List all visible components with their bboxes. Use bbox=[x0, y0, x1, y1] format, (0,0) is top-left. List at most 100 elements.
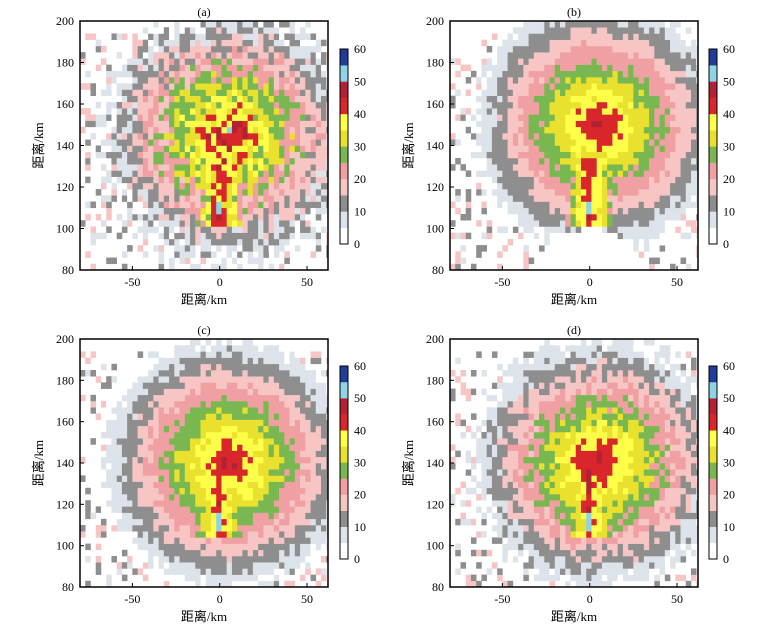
heatmap-cell bbox=[174, 182, 180, 190]
heatmap-cell bbox=[664, 133, 671, 140]
heatmap-cell bbox=[116, 531, 123, 538]
heatmap-cell bbox=[106, 419, 112, 427]
heatmap-cell bbox=[649, 101, 655, 109]
heatmap-cell bbox=[570, 108, 577, 115]
heatmap-cell bbox=[200, 425, 207, 433]
heatmap-cell bbox=[90, 263, 97, 271]
heatmap-cell bbox=[237, 419, 243, 427]
heatmap-cell bbox=[670, 145, 676, 153]
heatmap-cell bbox=[169, 425, 175, 433]
heatmap-cell bbox=[596, 201, 603, 209]
heatmap-cell bbox=[169, 394, 175, 402]
heatmap-cell bbox=[643, 77, 650, 84]
heatmap-cell bbox=[300, 357, 306, 365]
heatmap-cell bbox=[132, 500, 138, 507]
heatmap-cell bbox=[486, 394, 493, 402]
heatmap-cell bbox=[601, 145, 608, 153]
heatmap-cell bbox=[570, 77, 577, 84]
heatmap-cell bbox=[184, 357, 191, 365]
heatmap-cell bbox=[544, 176, 550, 184]
heatmap-cell bbox=[142, 45, 149, 53]
heatmap-cell bbox=[237, 245, 243, 252]
heatmap-cell bbox=[289, 70, 296, 78]
heatmap-cell bbox=[321, 450, 327, 458]
heatmap-cell bbox=[481, 101, 487, 109]
heatmap-cell bbox=[321, 226, 327, 233]
heatmap-cell bbox=[226, 195, 233, 202]
heatmap-cell bbox=[664, 95, 671, 103]
heatmap-cell bbox=[158, 257, 165, 265]
heatmap-cell bbox=[263, 562, 269, 569]
heatmap-cell bbox=[528, 133, 535, 140]
heatmap-cell bbox=[190, 245, 196, 252]
heatmap-cell bbox=[205, 21, 212, 28]
heatmap-cell bbox=[284, 407, 290, 414]
heatmap-cell bbox=[591, 89, 597, 96]
heatmap-cell bbox=[200, 401, 207, 408]
heatmap-cell bbox=[106, 413, 112, 420]
heatmap-cell bbox=[654, 220, 660, 227]
heatmap-cell bbox=[132, 382, 138, 389]
heatmap-cell bbox=[670, 64, 676, 72]
heatmap-cell bbox=[237, 220, 243, 227]
heatmap-cell bbox=[237, 251, 243, 258]
heatmap-cell bbox=[544, 182, 550, 190]
heatmap-cell bbox=[321, 432, 327, 439]
heatmap-cell bbox=[628, 139, 634, 146]
heatmap-cell bbox=[121, 108, 128, 115]
heatmap-cell bbox=[502, 170, 508, 177]
heatmap-cell bbox=[158, 574, 165, 582]
heatmap-cell bbox=[450, 95, 456, 103]
heatmap-cell bbox=[268, 419, 275, 427]
heatmap-cell bbox=[179, 456, 186, 464]
heatmap-cell bbox=[470, 133, 477, 140]
heatmap-cell bbox=[153, 139, 159, 146]
heatmap-cell bbox=[95, 444, 102, 451]
heatmap-cell bbox=[137, 201, 144, 209]
heatmap-cell bbox=[465, 195, 472, 202]
heatmap-cell bbox=[596, 220, 603, 227]
heatmap-cell bbox=[497, 164, 503, 171]
heatmap-cell bbox=[465, 126, 472, 134]
heatmap-cell bbox=[200, 556, 207, 563]
heatmap-cell bbox=[486, 531, 493, 538]
heatmap-cell bbox=[158, 195, 165, 202]
heatmap-cell bbox=[601, 157, 608, 165]
heatmap-cell bbox=[680, 45, 687, 53]
heatmap-cell bbox=[195, 58, 201, 65]
heatmap-cell bbox=[685, 77, 692, 84]
heatmap-cell bbox=[258, 568, 264, 575]
heatmap-cell bbox=[158, 89, 165, 96]
heatmap-cell bbox=[455, 413, 461, 420]
heatmap-cell bbox=[210, 407, 217, 414]
heatmap-cell bbox=[554, 232, 561, 240]
heatmap-cell bbox=[111, 481, 117, 489]
heatmap-cell bbox=[321, 543, 327, 551]
heatmap-cell bbox=[200, 463, 207, 470]
heatmap-cell bbox=[279, 525, 285, 532]
heatmap-cell bbox=[163, 481, 170, 489]
heatmap-cell bbox=[247, 401, 254, 408]
heatmap-cell bbox=[95, 562, 102, 569]
heatmap-cell bbox=[633, 114, 639, 121]
heatmap-cell bbox=[142, 444, 149, 451]
heatmap-cell bbox=[195, 525, 201, 532]
heatmap-cell bbox=[622, 201, 629, 209]
heatmap-cell bbox=[226, 263, 233, 271]
heatmap-cell bbox=[216, 456, 222, 464]
heatmap-cell bbox=[268, 39, 275, 47]
heatmap-cell bbox=[153, 176, 159, 184]
heatmap-cell bbox=[279, 543, 285, 551]
heatmap-cell bbox=[289, 108, 296, 115]
heatmap-cell bbox=[491, 463, 498, 470]
heatmap-cell bbox=[560, 64, 566, 72]
heatmap-cell bbox=[226, 145, 233, 153]
heatmap-cell bbox=[111, 413, 117, 420]
heatmap-cell bbox=[258, 64, 264, 72]
heatmap-cell bbox=[184, 370, 191, 377]
heatmap-cell bbox=[638, 33, 645, 40]
heatmap-cell bbox=[533, 33, 540, 40]
heatmap-cell bbox=[216, 475, 222, 482]
heatmap-cell bbox=[512, 70, 519, 78]
heatmap-cell bbox=[247, 95, 254, 103]
